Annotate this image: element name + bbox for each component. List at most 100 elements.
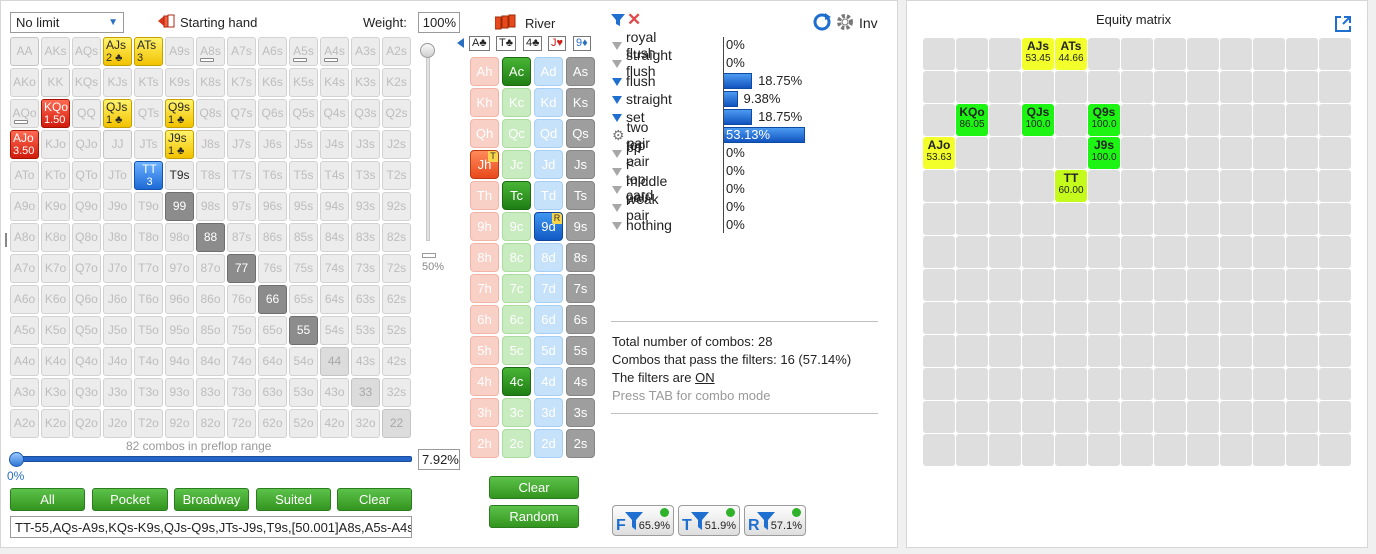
equity-cell-empty[interactable]	[1187, 170, 1219, 202]
hand-cell-K2s[interactable]: K2s	[382, 68, 411, 97]
card-5d[interactable]: 5d	[534, 336, 563, 365]
hand-cell-97s[interactable]: 97s	[227, 192, 256, 221]
card-Ac[interactable]: Ac	[502, 57, 531, 86]
hand-cell-ATs[interactable]: ATs 3	[134, 37, 163, 66]
equity-cell-empty[interactable]	[1121, 137, 1153, 169]
card-Ad[interactable]: Ad	[534, 57, 563, 86]
equity-cell-empty[interactable]	[1022, 203, 1054, 235]
card-7s[interactable]: 7s	[566, 274, 595, 303]
equity-cell-empty[interactable]	[1022, 302, 1054, 334]
hand-cell-72s[interactable]: 72s	[382, 254, 411, 283]
equity-cell-empty[interactable]	[1286, 38, 1318, 70]
card-4h[interactable]: 4h	[470, 367, 499, 396]
hand-cell-K2o[interactable]: K2o	[41, 409, 70, 438]
hand-cell-Q7s[interactable]: Q7s	[227, 99, 256, 128]
hand-cell-Q7o[interactable]: Q7o	[72, 254, 101, 283]
hand-cell-74s[interactable]: 74s	[320, 254, 349, 283]
equity-cell-empty[interactable]	[1319, 236, 1351, 268]
equity-cell-empty[interactable]	[989, 368, 1021, 400]
equity-cell-empty[interactable]	[1088, 368, 1120, 400]
card-3h[interactable]: 3h	[470, 398, 499, 427]
equity-cell-empty[interactable]	[1220, 434, 1252, 466]
hand-cell-KTo[interactable]: KTo	[41, 161, 70, 190]
card-2h[interactable]: 2h	[470, 429, 499, 458]
equity-cell-empty[interactable]	[1088, 335, 1120, 367]
hand-cell-98s[interactable]: 98s	[196, 192, 225, 221]
hand-cell-73s[interactable]: 73s	[351, 254, 380, 283]
equity-cell-empty[interactable]	[1253, 302, 1285, 334]
equity-cell-empty[interactable]	[1088, 302, 1120, 334]
hand-cell-T7s[interactable]: T7s	[227, 161, 256, 190]
hand-cell-97o[interactable]: 97o	[165, 254, 194, 283]
equity-cell-empty[interactable]	[1319, 434, 1351, 466]
equity-cell-empty[interactable]	[923, 236, 955, 268]
stat-row-nothing[interactable]: nothing	[612, 216, 672, 234]
equity-cell-empty[interactable]	[1253, 368, 1285, 400]
equity-cell-empty[interactable]	[1088, 236, 1120, 268]
hand-cell-J7o[interactable]: J7o	[103, 254, 132, 283]
hand-cell-K7s[interactable]: K7s	[227, 68, 256, 97]
equity-cell-AJo[interactable]: AJo 53.63	[923, 137, 955, 169]
hand-cell-J3o[interactable]: J3o	[103, 378, 132, 407]
equity-cell-empty[interactable]	[1121, 434, 1153, 466]
equity-cell-empty[interactable]	[1286, 203, 1318, 235]
board-cards-icon[interactable]	[494, 14, 517, 30]
clear-filters-icon[interactable]: ✕	[627, 10, 642, 29]
card-2s[interactable]: 2s	[566, 429, 595, 458]
card-4d[interactable]: 4d	[534, 367, 563, 396]
stat-row-top-pair[interactable]: top pair	[612, 137, 649, 169]
hand-cell-77[interactable]: 77	[227, 254, 256, 283]
hand-cell-52o[interactable]: 52o	[289, 409, 318, 438]
equity-cell-empty[interactable]	[1187, 368, 1219, 400]
equity-cell-empty[interactable]	[923, 269, 955, 301]
hand-cell-84o[interactable]: 84o	[196, 347, 225, 376]
hand-cell-42o[interactable]: 42o	[320, 409, 349, 438]
equity-cell-empty[interactable]	[1253, 38, 1285, 70]
equity-cell-empty[interactable]	[956, 434, 988, 466]
hand-cell-44[interactable]: 44	[320, 347, 349, 376]
equity-cell-empty[interactable]	[1319, 203, 1351, 235]
card-6c[interactable]: 6c	[502, 305, 531, 334]
hand-cell-KTs[interactable]: KTs	[134, 68, 163, 97]
equity-cell-QJs[interactable]: QJs 100.0	[1022, 104, 1054, 136]
hand-cell-AJs[interactable]: AJs 2 ♣	[103, 37, 132, 66]
equity-cell-empty[interactable]	[1154, 302, 1186, 334]
equity-cell-empty[interactable]	[989, 401, 1021, 433]
clear-range-button[interactable]: Clear	[337, 488, 412, 511]
hand-cell-T8o[interactable]: T8o	[134, 223, 163, 252]
random-board-button[interactable]: Random	[489, 505, 579, 528]
equity-cell-empty[interactable]	[1286, 401, 1318, 433]
hand-cell-96s[interactable]: 96s	[258, 192, 287, 221]
hand-cell-Q3s[interactable]: Q3s	[351, 99, 380, 128]
equity-cell-empty[interactable]	[989, 434, 1021, 466]
hand-cell-22[interactable]: 22	[382, 409, 411, 438]
equity-cell-empty[interactable]	[1121, 71, 1153, 103]
equity-cell-empty[interactable]	[1187, 302, 1219, 334]
equity-cell-empty[interactable]	[989, 335, 1021, 367]
equity-cell-empty[interactable]	[923, 302, 955, 334]
card-5c[interactable]: 5c	[502, 336, 531, 365]
equity-cell-empty[interactable]	[1253, 434, 1285, 466]
hand-cell-T4s[interactable]: T4s	[320, 161, 349, 190]
hand-cell-95s[interactable]: 95s	[289, 192, 318, 221]
resize-handle[interactable]	[5, 233, 7, 247]
inv-toggle[interactable]: Inv	[859, 15, 878, 31]
card-6d[interactable]: 6d	[534, 305, 563, 334]
hand-cell-J2s[interactable]: J2s	[382, 130, 411, 159]
equity-cell-empty[interactable]	[1121, 170, 1153, 202]
equity-cell-empty[interactable]	[1088, 71, 1120, 103]
equity-cell-Q9s[interactable]: Q9s 100.0	[1088, 104, 1120, 136]
range-percent-input[interactable]: 7.92%	[418, 449, 460, 470]
hand-cell-QJo[interactable]: QJo	[72, 130, 101, 159]
hand-cell-Q6s[interactable]: Q6s	[258, 99, 287, 128]
hand-cell-55[interactable]: 55	[289, 316, 318, 345]
hand-cell-85s[interactable]: 85s	[289, 223, 318, 252]
hand-cell-K7o[interactable]: K7o	[41, 254, 70, 283]
hand-cell-42s[interactable]: 42s	[382, 347, 411, 376]
hand-cell-A9s[interactable]: A9s	[165, 37, 194, 66]
hand-cell-K6o[interactable]: K6o	[41, 285, 70, 314]
hand-cell-43o[interactable]: 43o	[320, 378, 349, 407]
hand-cell-94s[interactable]: 94s	[320, 192, 349, 221]
card-8c[interactable]: 8c	[502, 243, 531, 272]
hand-cell-64o[interactable]: 64o	[258, 347, 287, 376]
